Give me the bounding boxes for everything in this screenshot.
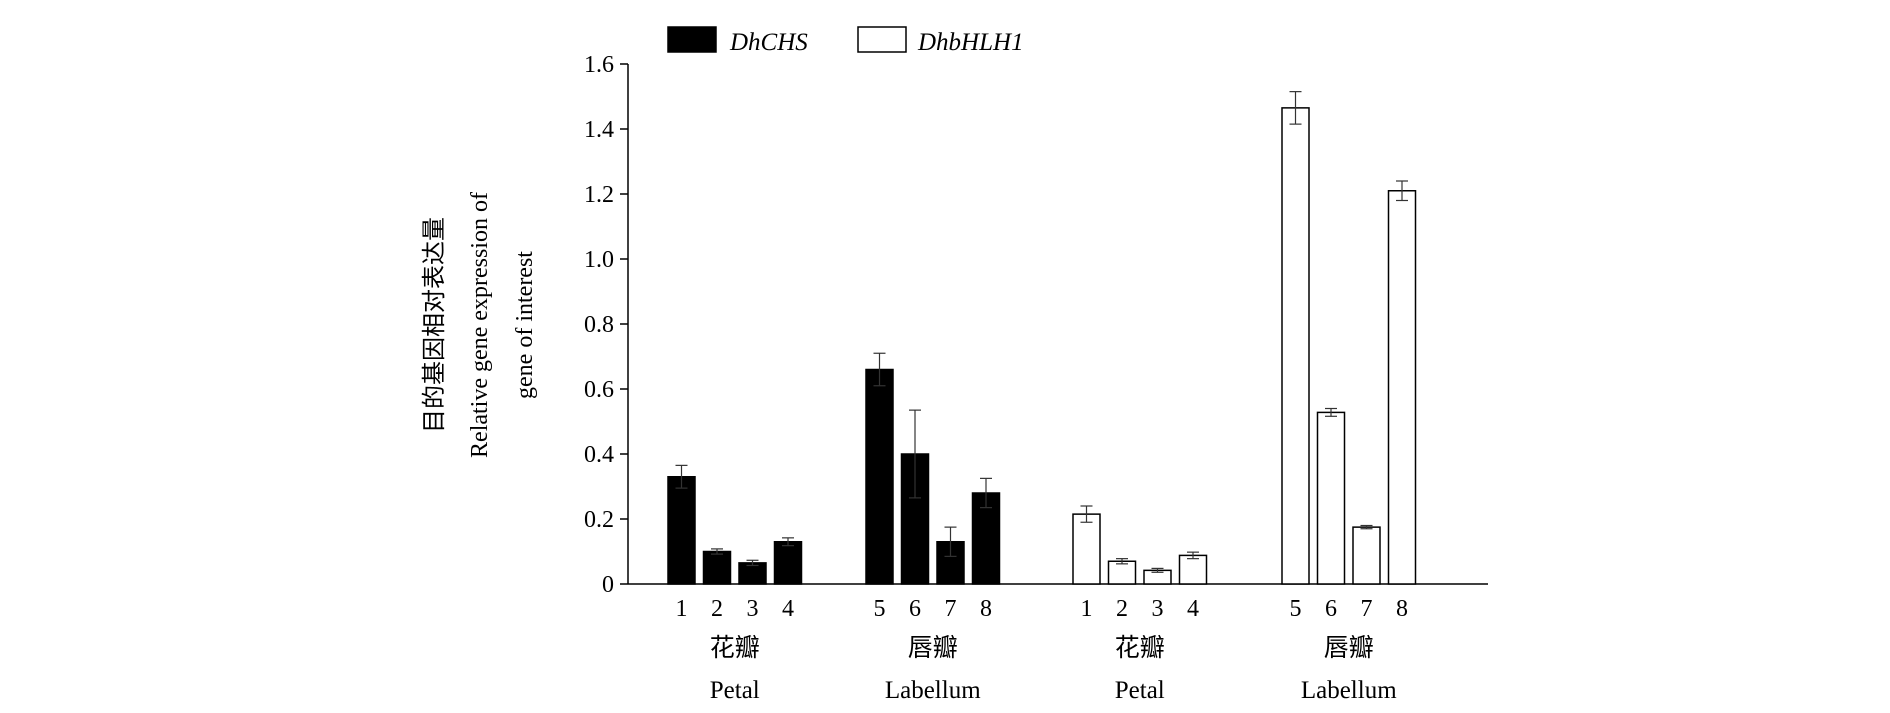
- x-tick-label: 8: [980, 596, 992, 622]
- bar: [667, 476, 696, 585]
- legend: DhCHS DhbHLH1: [667, 26, 1024, 56]
- legend-swatch: [857, 26, 907, 53]
- legend-label: DhbHLH1: [917, 29, 1024, 56]
- group-label-cn: 花瓣: [1115, 634, 1165, 662]
- x-tick-label: 5: [874, 596, 886, 622]
- x-tick-label: 6: [909, 596, 921, 622]
- y-axis-title-line: gene of interest: [512, 251, 538, 399]
- y-tick-label: 0.6: [584, 377, 614, 403]
- axes: 0 0.2 0.4 0.6 0.8 1.0 1.2 1.4 1.6: [584, 52, 1488, 598]
- x-tick-label: 4: [782, 596, 794, 622]
- x-tick-label: 7: [1361, 596, 1373, 622]
- group-label-en: Labellum: [885, 677, 981, 704]
- legend-label: DhCHS: [729, 29, 808, 56]
- group-label-en: Petal: [1115, 677, 1165, 704]
- bar: [1281, 107, 1310, 585]
- y-tick-label: 0.4: [584, 442, 614, 468]
- bar: [702, 550, 732, 585]
- group-label-en: Petal: [710, 677, 760, 704]
- group-label-cn: 花瓣: [710, 634, 760, 662]
- group-label-cn: 唇瓣: [1324, 634, 1374, 662]
- bar: [1316, 411, 1346, 585]
- y-tick-label: 0.2: [584, 507, 614, 533]
- x-tick-label: 7: [945, 596, 957, 622]
- x-tick-label: 1: [1081, 596, 1093, 622]
- bar: [1387, 190, 1417, 585]
- bar: [1072, 513, 1101, 585]
- bar: [865, 368, 894, 585]
- bar: [1178, 554, 1208, 585]
- y-tick-label: 1.2: [584, 182, 614, 208]
- x-tick-label: 3: [747, 596, 759, 622]
- y-tick-label: 1.4: [584, 117, 614, 143]
- bar: [1352, 526, 1381, 585]
- x-tick-label: 5: [1290, 596, 1302, 622]
- legend-swatch: [667, 26, 717, 53]
- group-label-en: Labellum: [1301, 677, 1397, 704]
- x-tick-label: 6: [1325, 596, 1337, 622]
- bars: [667, 91, 1417, 585]
- y-axis-title: 目的基因相对表达量 Relative gene expression of gene…: [421, 192, 538, 458]
- bar: [773, 541, 803, 585]
- x-tick-label: 2: [711, 596, 723, 622]
- x-tick-label: 3: [1152, 596, 1164, 622]
- y-tick-label: 1.0: [584, 247, 614, 273]
- x-tick-label: 8: [1396, 596, 1408, 622]
- y-tick-label: 0.8: [584, 312, 614, 338]
- x-tick-label: 1: [676, 596, 688, 622]
- y-axis-title-line: 目的基因相对表达量: [421, 217, 448, 433]
- y-tick-label: 0: [602, 572, 614, 598]
- x-tick-label: 2: [1116, 596, 1128, 622]
- y-axis-title-line: Relative gene expression of: [467, 192, 493, 458]
- group-label-cn: 唇瓣: [908, 634, 958, 662]
- bar: [1107, 560, 1137, 585]
- y-tick-label: 1.6: [584, 52, 614, 78]
- x-tick-label: 4: [1187, 596, 1199, 622]
